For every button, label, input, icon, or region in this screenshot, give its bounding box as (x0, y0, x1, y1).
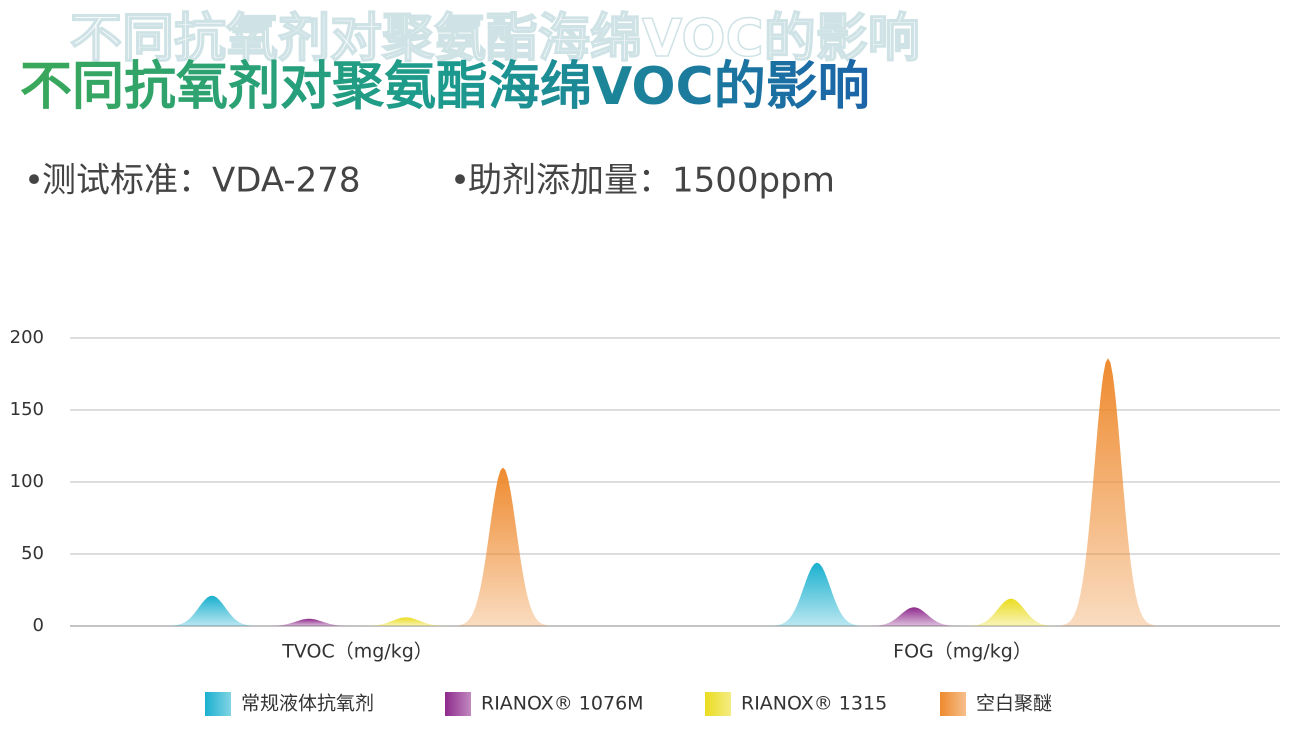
y-tick-label: 100 (10, 471, 44, 492)
legend-label: 常规液体抗氧剂 (241, 693, 374, 715)
legend-swatch (705, 692, 731, 716)
subtitle: 助剂添加量：1500ppm (468, 161, 835, 201)
x-tick-label: TVOC（mg/kg） (281, 641, 433, 663)
legend-swatch (940, 692, 966, 716)
bullet: • (24, 161, 44, 201)
legend-label: RIANOX® 1076M (481, 693, 644, 715)
legend-swatch (445, 692, 471, 716)
y-tick-label: 150 (10, 399, 44, 420)
peak (864, 607, 964, 626)
peak (1058, 358, 1158, 626)
peak (162, 595, 262, 626)
title-shadow: 不同抗氧剂对聚氨酯海绵VOC的影响 (70, 9, 920, 69)
peak (453, 467, 553, 626)
subtitle: 测试标准：VDA-278 (42, 161, 361, 201)
peak (767, 562, 867, 626)
bullet: • (450, 161, 470, 201)
peak (356, 617, 456, 626)
chart-title: 不同抗氧剂对聚氨酯海绵VOC的影响 (20, 57, 870, 117)
legend-label: RIANOX® 1315 (741, 693, 887, 715)
y-tick-label: 0 (33, 615, 44, 636)
legend-label: 空白聚醚 (976, 693, 1052, 715)
y-tick-label: 50 (21, 543, 44, 564)
peak (259, 618, 359, 626)
peak (961, 598, 1061, 626)
x-tick-label: FOG（mg/kg） (893, 641, 1032, 663)
legend-swatch (205, 692, 231, 716)
y-tick-label: 200 (10, 327, 44, 348)
